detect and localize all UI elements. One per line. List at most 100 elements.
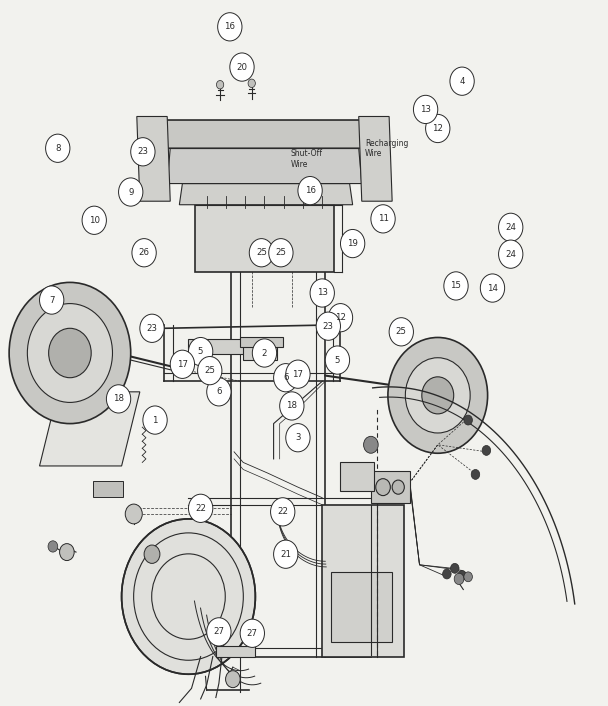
Circle shape bbox=[286, 424, 310, 452]
Circle shape bbox=[413, 95, 438, 124]
Circle shape bbox=[49, 328, 91, 378]
Circle shape bbox=[218, 13, 242, 41]
Circle shape bbox=[274, 540, 298, 568]
Circle shape bbox=[269, 239, 293, 267]
Text: 26: 26 bbox=[139, 249, 150, 257]
Circle shape bbox=[443, 569, 451, 579]
Circle shape bbox=[188, 494, 213, 522]
Text: 10: 10 bbox=[89, 216, 100, 225]
Text: 4: 4 bbox=[459, 77, 465, 85]
Text: 23: 23 bbox=[147, 324, 157, 333]
Circle shape bbox=[286, 360, 310, 388]
Circle shape bbox=[298, 176, 322, 205]
Circle shape bbox=[340, 229, 365, 258]
Circle shape bbox=[371, 205, 395, 233]
Text: 21: 21 bbox=[280, 550, 291, 558]
Circle shape bbox=[140, 314, 164, 342]
Text: 13: 13 bbox=[420, 105, 431, 114]
FancyBboxPatch shape bbox=[93, 481, 123, 497]
Text: 8: 8 bbox=[55, 144, 61, 152]
Circle shape bbox=[389, 318, 413, 346]
Circle shape bbox=[454, 573, 464, 585]
Circle shape bbox=[451, 563, 459, 573]
Text: 19: 19 bbox=[347, 239, 358, 248]
Circle shape bbox=[274, 364, 298, 392]
Polygon shape bbox=[179, 184, 353, 205]
Circle shape bbox=[240, 619, 264, 647]
Text: 27: 27 bbox=[247, 629, 258, 638]
Circle shape bbox=[106, 385, 131, 413]
Text: 11: 11 bbox=[378, 215, 389, 223]
Circle shape bbox=[499, 240, 523, 268]
FancyBboxPatch shape bbox=[340, 462, 374, 491]
FancyBboxPatch shape bbox=[188, 339, 249, 354]
Text: 5: 5 bbox=[334, 356, 340, 364]
Circle shape bbox=[471, 469, 480, 479]
Text: 24: 24 bbox=[505, 223, 516, 232]
Circle shape bbox=[82, 206, 106, 234]
Circle shape bbox=[482, 445, 491, 455]
Polygon shape bbox=[216, 646, 255, 657]
Text: 23: 23 bbox=[137, 148, 148, 156]
Text: 5: 5 bbox=[198, 347, 204, 356]
Polygon shape bbox=[137, 116, 170, 201]
Text: 13: 13 bbox=[317, 289, 328, 297]
Circle shape bbox=[207, 618, 231, 646]
Circle shape bbox=[388, 337, 488, 453]
Text: 18: 18 bbox=[286, 402, 297, 410]
Circle shape bbox=[132, 239, 156, 267]
Circle shape bbox=[280, 392, 304, 420]
Text: 9: 9 bbox=[128, 188, 133, 196]
Circle shape bbox=[27, 304, 112, 402]
Circle shape bbox=[458, 570, 466, 580]
Circle shape bbox=[376, 479, 390, 496]
Circle shape bbox=[364, 436, 378, 453]
Circle shape bbox=[198, 357, 222, 385]
Text: Recharging
Wire: Recharging Wire bbox=[365, 138, 408, 158]
FancyBboxPatch shape bbox=[240, 337, 283, 347]
Circle shape bbox=[444, 272, 468, 300]
Polygon shape bbox=[161, 120, 365, 148]
Circle shape bbox=[122, 519, 255, 674]
Text: 20: 20 bbox=[237, 63, 247, 71]
Text: 25: 25 bbox=[396, 328, 407, 336]
Text: 15: 15 bbox=[451, 282, 461, 290]
Circle shape bbox=[248, 79, 255, 88]
Circle shape bbox=[480, 274, 505, 302]
Text: 23: 23 bbox=[323, 322, 334, 330]
Circle shape bbox=[499, 213, 523, 241]
Circle shape bbox=[148, 417, 162, 433]
Text: Shut-Off
Wire: Shut-Off Wire bbox=[291, 149, 323, 169]
Circle shape bbox=[143, 406, 167, 434]
Circle shape bbox=[252, 339, 277, 367]
Text: 22: 22 bbox=[277, 508, 288, 516]
Text: 7: 7 bbox=[49, 296, 55, 304]
Text: 27: 27 bbox=[213, 628, 224, 636]
Circle shape bbox=[131, 138, 155, 166]
Text: 6: 6 bbox=[283, 373, 289, 382]
Circle shape bbox=[464, 572, 472, 582]
Text: 1: 1 bbox=[152, 416, 158, 424]
Text: 16: 16 bbox=[224, 23, 235, 31]
Text: 2: 2 bbox=[261, 349, 268, 357]
Circle shape bbox=[230, 53, 254, 81]
Text: 12: 12 bbox=[432, 124, 443, 133]
Text: 6: 6 bbox=[216, 388, 222, 396]
Text: 3: 3 bbox=[295, 433, 301, 442]
Circle shape bbox=[325, 346, 350, 374]
Polygon shape bbox=[359, 116, 392, 201]
Circle shape bbox=[422, 377, 454, 414]
Circle shape bbox=[316, 312, 340, 340]
Circle shape bbox=[310, 279, 334, 307]
FancyBboxPatch shape bbox=[243, 339, 277, 360]
FancyBboxPatch shape bbox=[371, 471, 410, 503]
FancyBboxPatch shape bbox=[322, 505, 404, 657]
Circle shape bbox=[216, 80, 224, 89]
Text: 24: 24 bbox=[505, 250, 516, 258]
Text: 22: 22 bbox=[195, 504, 206, 513]
Circle shape bbox=[207, 378, 231, 406]
Text: 14: 14 bbox=[487, 284, 498, 292]
Circle shape bbox=[60, 544, 74, 561]
Circle shape bbox=[406, 358, 470, 433]
Circle shape bbox=[271, 498, 295, 526]
